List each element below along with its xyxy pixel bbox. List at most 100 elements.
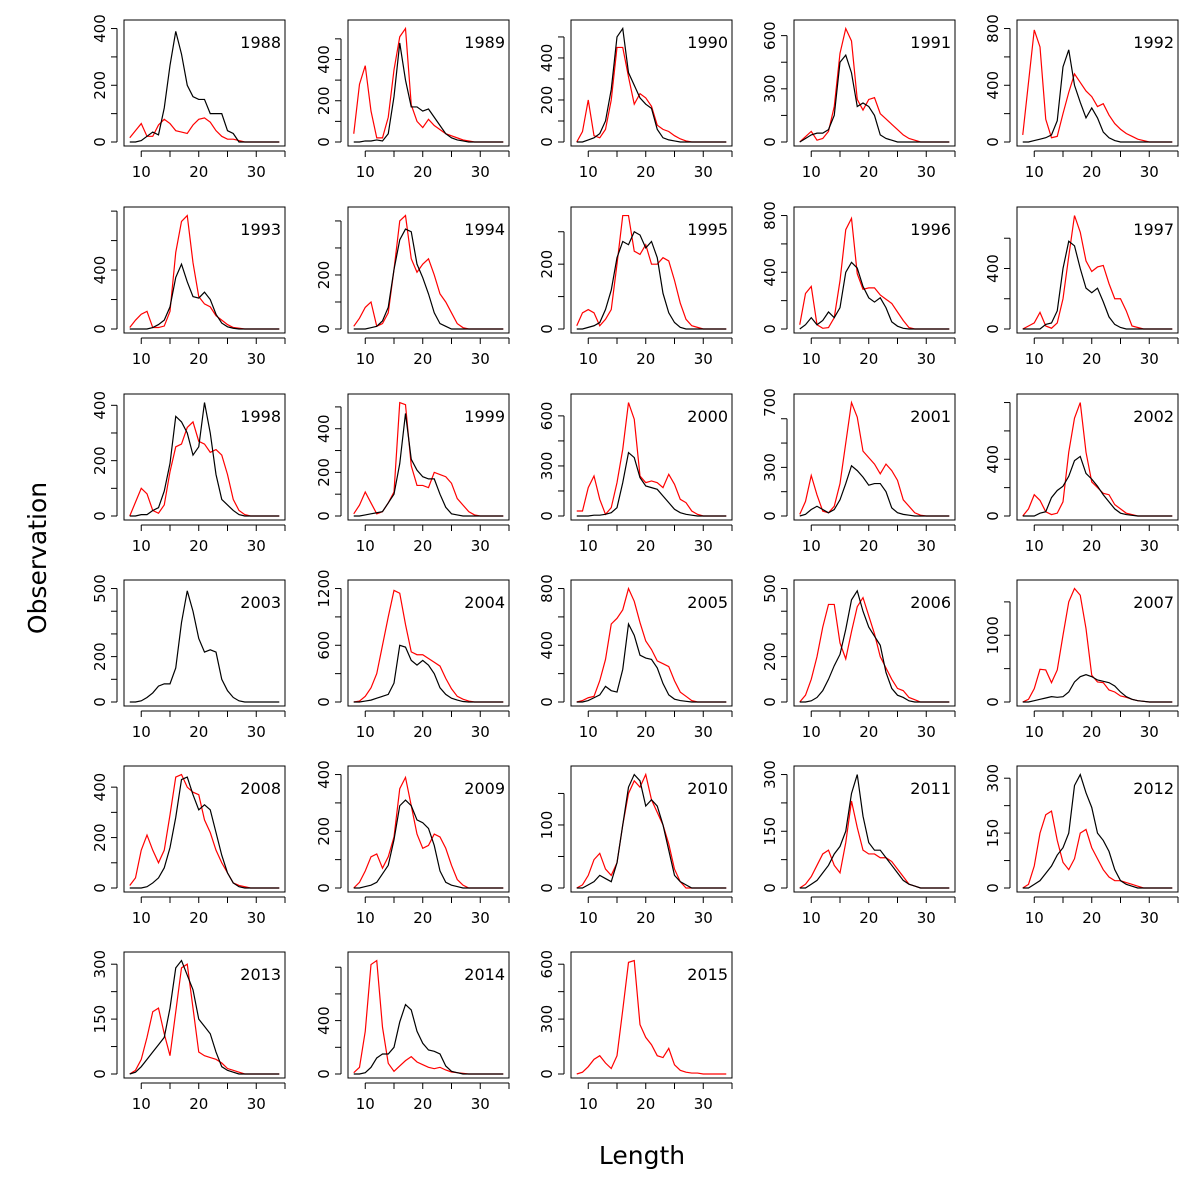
panel-year-label: 2010: [687, 779, 728, 798]
x-tick-label: 30: [471, 163, 490, 181]
x-tick-label: 30: [1140, 537, 1159, 555]
x-tick-label: 30: [917, 350, 936, 368]
x-tick-label: 20: [1082, 350, 1101, 368]
y-tick-label: 700: [761, 388, 779, 417]
y-tick-label: 200: [315, 86, 333, 115]
y-tick-label: 200: [91, 446, 109, 475]
black-series-line: [799, 261, 950, 330]
panel-year-label: 2015: [687, 965, 728, 984]
panel-year-label: 2013: [240, 965, 281, 984]
panel-year-label: 2011: [910, 779, 951, 798]
y-tick-label: 400: [91, 773, 109, 802]
y-tick-label: 0: [91, 324, 109, 334]
x-tick-label: 30: [471, 1095, 490, 1113]
panel-frame: [347, 579, 510, 707]
x-tick-label: 10: [579, 163, 598, 181]
y-tick-label: 0: [984, 511, 1002, 521]
red-series-line: [129, 420, 280, 517]
y-tick-label: 0: [984, 883, 1002, 893]
x-tick-label: 30: [694, 909, 713, 927]
panel-2005: 10 20 30 0 400 800 2005: [538, 574, 733, 741]
x-tick-label: 20: [189, 163, 208, 181]
y-tick-label: 400: [315, 45, 333, 74]
black-series-line: [1022, 240, 1173, 330]
panel-frame: [347, 951, 510, 1079]
panel-year-label: 2008: [240, 779, 281, 798]
panel-year-label: 1993: [240, 220, 281, 239]
y-tick-label: 300: [91, 950, 109, 979]
y-tick-label: 200: [538, 250, 556, 279]
x-tick-label: 30: [1140, 909, 1159, 927]
panel-frame: [347, 206, 510, 334]
y-tick-label: 400: [761, 258, 779, 287]
y-tick-label: 0: [761, 883, 779, 893]
x-tick-label: 20: [1082, 163, 1101, 181]
panel-frame: [570, 951, 733, 1079]
x-tick-label: 30: [247, 350, 266, 368]
black-series-line: [1022, 674, 1173, 703]
y-tick-label: 200: [91, 642, 109, 671]
panel-frame: [347, 765, 510, 893]
x-tick-label: 30: [1140, 163, 1159, 181]
x-tick-label: 20: [1082, 537, 1101, 555]
x-tick-label: 20: [413, 163, 432, 181]
x-tick-label: 10: [802, 350, 821, 368]
panel-2002: 10 20 30 0 400 2002: [984, 393, 1179, 555]
y-tick-label: 0: [315, 697, 333, 707]
panel-frame: [1016, 19, 1179, 147]
y-tick-label: 400: [315, 760, 333, 789]
x-tick-label: 30: [694, 537, 713, 555]
red-series-line: [799, 800, 950, 889]
y-tick-label: 400: [91, 256, 109, 285]
x-tick-label: 10: [1025, 723, 1044, 741]
x-tick-label: 30: [694, 163, 713, 181]
x-tick-label: 10: [132, 350, 151, 368]
panel-1992: 10 20 30 0 400 800 1992: [984, 14, 1179, 181]
black-series-line: [129, 31, 280, 143]
y-tick-label: 400: [91, 14, 109, 43]
y-tick-label: 1200: [315, 569, 333, 607]
x-tick-label: 20: [859, 537, 878, 555]
x-tick-label: 20: [189, 723, 208, 741]
panel-1998: 10 20 30 0 200 400 1998: [91, 391, 286, 555]
panel-2008: 10 20 30 0 200 400 2008: [91, 765, 286, 927]
black-series-line: [576, 26, 727, 143]
y-tick-label: 0: [538, 324, 556, 334]
panel-frame: [570, 579, 733, 707]
x-tick-label: 10: [579, 909, 598, 927]
panel-year-label: 1991: [910, 33, 951, 52]
black-series-line: [353, 799, 504, 889]
x-tick-label: 10: [132, 723, 151, 741]
x-tick-label: 10: [356, 1095, 375, 1113]
panel-2009: 10 20 30 0 200 400 2009: [315, 760, 510, 927]
panel-2003: 10 20 30 0 200 500 2003: [91, 574, 286, 741]
x-tick-label: 30: [247, 163, 266, 181]
x-tick-label: 30: [1140, 350, 1159, 368]
x-tick-label: 30: [1140, 723, 1159, 741]
y-tick-label: 200: [315, 817, 333, 846]
panel-1994: 10 20 30 0 200 1994: [315, 206, 510, 368]
y-tick-label: 600: [761, 21, 779, 50]
x-tick-label: 10: [802, 909, 821, 927]
x-tick-label: 10: [356, 909, 375, 927]
red-series-line: [576, 46, 727, 143]
panel-year-label: 1988: [240, 33, 281, 52]
y-tick-label: 300: [984, 764, 1002, 793]
y-tick-label: 400: [984, 254, 1002, 283]
y-tick-label: 100: [538, 811, 556, 840]
panel-year-label: 1998: [240, 407, 281, 426]
red-series-line: [1022, 810, 1173, 889]
x-tick-label: 10: [132, 163, 151, 181]
panel-year-label: 2006: [910, 593, 951, 612]
panel-frame: [1016, 579, 1179, 707]
panel-frame: [793, 206, 956, 334]
black-series-line: [129, 402, 280, 517]
y-tick-label: 0: [761, 697, 779, 707]
panel-year-label: 1997: [1133, 220, 1174, 239]
y-tick-label: 400: [984, 71, 1002, 100]
y-tick-label: 600: [315, 631, 333, 660]
y-tick-label: 0: [315, 137, 333, 147]
x-tick-label: 10: [1025, 537, 1044, 555]
